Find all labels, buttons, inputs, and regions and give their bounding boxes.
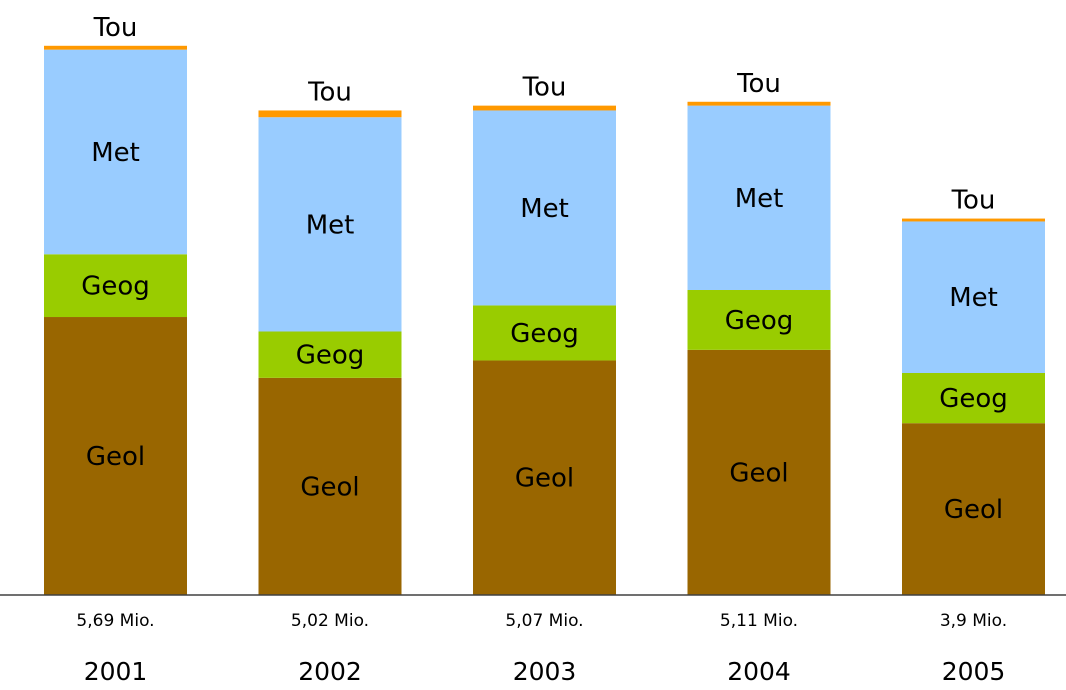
segment-label-tou-2005: Tou (951, 186, 996, 216)
bar-segment-geog-2005 (902, 373, 1045, 424)
segment-label-met-2004: Met (735, 184, 784, 214)
bar-segment-geog-2001 (44, 254, 187, 318)
segment-label-geol-2005: Geol (944, 495, 1003, 525)
segment-label-geog-2001: Geog (81, 272, 150, 302)
bar-segment-met-2004 (687, 105, 831, 290)
segment-label-met-2003: Met (520, 194, 569, 224)
bars-group (44, 45, 1045, 595)
x-tick-label-2003: 2003 (513, 657, 577, 686)
bar-segment-geog-2003 (473, 305, 616, 361)
total-label-2003: 5,07 Mio. (505, 611, 583, 631)
segment-label-geog-2003: Geog (510, 319, 579, 349)
bar-segment-geol-2004 (687, 349, 831, 595)
segment-label-tou-2001: Tou (93, 13, 138, 43)
segment-label-tou-2004: Tou (736, 69, 781, 99)
bar-segment-geol-2002 (258, 377, 402, 595)
x-tick-label-2004: 2004 (727, 657, 791, 686)
segment-label-tou-2002: Tou (307, 77, 352, 107)
segment-label-met-2001: Met (91, 138, 140, 168)
bar-segment-tou-2004 (687, 101, 831, 106)
total-label-2004: 5,11 Mio. (720, 611, 798, 631)
total-label-2002: 5,02 Mio. (291, 611, 369, 631)
bar-segment-met-2002 (258, 117, 402, 332)
bar-segment-tou-2002 (258, 110, 402, 118)
total-label-2005: 3,9 Mio. (940, 611, 1007, 631)
bar-segment-tou-2005 (902, 218, 1045, 222)
segment-label-geol-2001: Geol (86, 442, 145, 472)
segment-label-geog-2004: Geog (725, 306, 794, 336)
bar-segment-geog-2002 (258, 331, 402, 378)
bar-segment-met-2005 (902, 221, 1045, 373)
bar-segment-tou-2003 (473, 105, 616, 111)
bar-segment-geog-2004 (687, 289, 831, 350)
bar-segment-met-2003 (473, 110, 616, 306)
labels-group: Geol Geog Met Tou 5,69 Mio. 2001 Geol Geog Met To… (76, 13, 1007, 686)
segment-label-met-2005: Met (949, 283, 998, 313)
bar-segment-geol-2005 (902, 423, 1045, 595)
segment-label-met-2002: Met (306, 210, 355, 240)
segment-label-geol-2003: Geol (515, 464, 574, 494)
bar-segment-tou-2001 (44, 45, 187, 50)
total-label-2001: 5,69 Mio. (76, 611, 154, 631)
segment-label-geog-2005: Geog (939, 384, 1008, 414)
bar-segment-geol-2003 (473, 360, 616, 595)
x-tick-label-2001: 2001 (84, 657, 148, 686)
x-tick-label-2002: 2002 (298, 657, 362, 686)
segment-label-geog-2002: Geog (296, 341, 365, 371)
segment-label-geol-2002: Geol (300, 472, 359, 502)
segment-label-geol-2004: Geol (729, 458, 788, 488)
segment-label-tou-2003: Tou (522, 73, 567, 103)
x-tick-label-2005: 2005 (942, 657, 1006, 686)
bar-segment-geol-2001 (44, 317, 187, 595)
bar-segment-met-2001 (44, 49, 187, 255)
